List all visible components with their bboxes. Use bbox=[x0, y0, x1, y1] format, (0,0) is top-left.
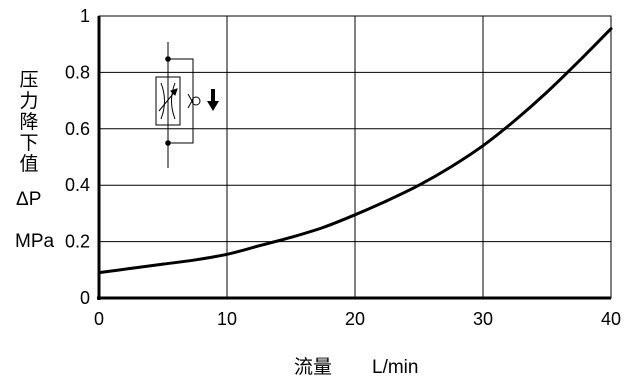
y-tick-label: 1 bbox=[80, 6, 90, 26]
pressure-drop-curve bbox=[97, 27, 613, 275]
x-tick-label: 20 bbox=[345, 309, 365, 329]
y-axis-symbol: ΔP bbox=[16, 189, 42, 210]
y-axis-label-char-4: 下 bbox=[19, 132, 39, 154]
x-tick-label: 10 bbox=[217, 309, 237, 329]
x-axis-label: 流量 bbox=[294, 356, 333, 378]
y-tick-label: 0.4 bbox=[65, 175, 90, 195]
y-axis-label-char-3: 降 bbox=[19, 111, 39, 133]
y-tick-label: 0.2 bbox=[65, 232, 90, 252]
grid-lines bbox=[99, 16, 611, 298]
y-axis-label-char-1: 压 bbox=[19, 69, 39, 91]
y-axis-unit: MPa bbox=[15, 231, 55, 252]
y-axis-label-char-5: 值 bbox=[19, 153, 39, 175]
curve-layer bbox=[97, 27, 613, 275]
y-tick-label: 0.6 bbox=[65, 119, 90, 139]
y-tick-label: 0.8 bbox=[65, 62, 90, 82]
x-tick-label: 30 bbox=[473, 309, 493, 329]
y-axis-label-char-2: 力 bbox=[19, 90, 39, 112]
tick-labels: 0 10 20 30 40 0 0.2 0.4 0.6 0.8 1 bbox=[65, 6, 621, 329]
check-valve-throttle-symbol bbox=[155, 42, 201, 168]
x-tick-label: 40 bbox=[601, 309, 621, 329]
y-tick-label: 0 bbox=[80, 288, 90, 308]
x-tick-label: 0 bbox=[94, 309, 104, 329]
flow-direction-arrow-icon bbox=[207, 89, 219, 111]
x-axis-unit: L/min bbox=[372, 357, 419, 378]
